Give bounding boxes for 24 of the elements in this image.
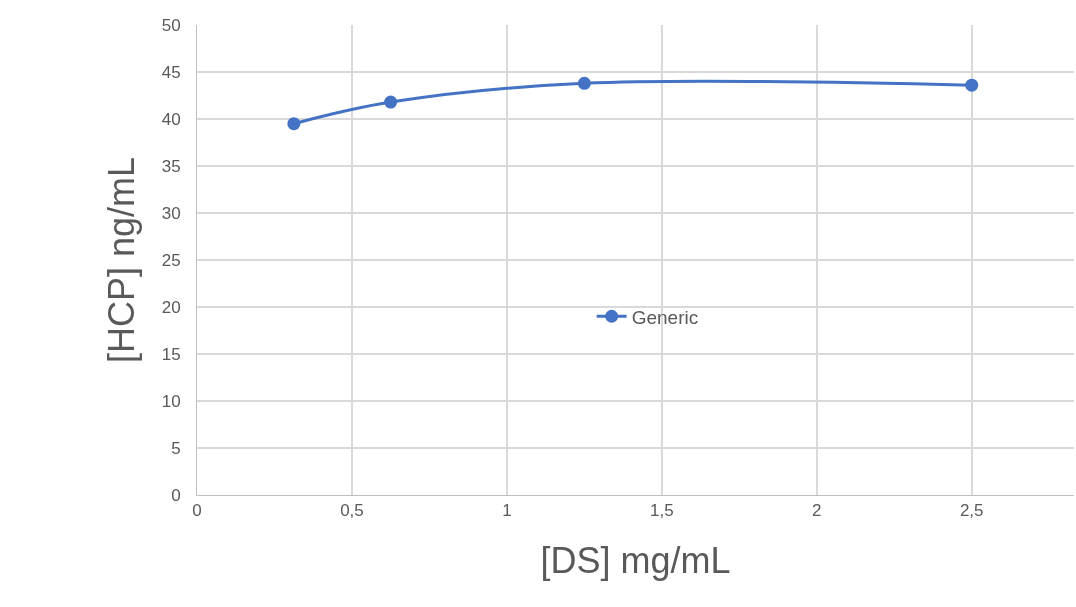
y-axis-title: [HCP] ng/mL [100,156,142,364]
x-tick-label: 0 [192,501,202,521]
y-tick-label: 15 [161,344,181,364]
y-tick-label: 50 [161,15,181,35]
y-tick-label: 40 [161,109,181,129]
x-axis-title: [DS] mg/mL [540,540,731,582]
point [965,78,979,92]
y-tick-label: 35 [161,156,181,176]
y-tick-label: 0 [171,485,181,505]
y-tick-label: 5 [171,438,181,458]
x-tick-label: 1,5 [650,501,674,521]
legend-label: Generic [631,306,699,328]
y-tick-label: 20 [161,297,181,317]
point [577,76,591,90]
x-tick-label: 0,5 [340,501,364,521]
point [384,95,398,109]
y-tick-label: 45 [161,62,181,82]
x-tick-label: 2,5 [959,501,984,521]
point [287,117,301,131]
y-tick-label: 10 [161,391,181,411]
y-tick-label: 30 [161,203,181,223]
y-tick-label: 25 [161,250,181,270]
x-tick-label: 2 [812,501,822,521]
x-tick-label: 1 [502,501,512,521]
